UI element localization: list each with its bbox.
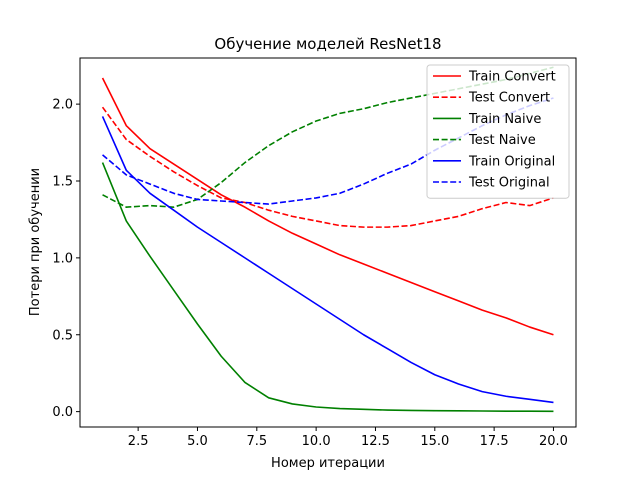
y-tick-label: 0.0 — [52, 405, 73, 420]
x-tick-label: 15.0 — [420, 434, 449, 449]
y-tick-label: 0.5 — [52, 328, 73, 343]
legend-label-test-original: Test Original — [468, 176, 550, 191]
legend-label-train-convert: Train Convert — [468, 70, 556, 85]
legend-label-train-original: Train Original — [468, 154, 555, 169]
y-axis-label: Потери при обучении — [28, 168, 43, 316]
x-tick-label: 12.5 — [361, 434, 390, 449]
x-ticks: 2.5 5.0 7.5 10.0 12.5 15.0 17.5 20.0 — [128, 427, 568, 449]
y-tick-label: 2.0 — [52, 98, 73, 113]
x-tick-label: 20.0 — [539, 434, 568, 449]
legend-box — [426, 64, 570, 199]
series-line-train-naive — [101, 162, 554, 413]
x-tick-label: 5.0 — [187, 434, 208, 449]
series-line-test-convert — [101, 106, 554, 228]
y-tick-label: 1.5 — [52, 175, 73, 190]
legend-label-train-naive: Train Naive — [468, 112, 541, 127]
series-line-train-original — [101, 116, 554, 404]
series-line-test-original — [102, 97, 554, 205]
legend-label-test-convert: Test Convert — [468, 91, 550, 106]
x-axis-label: Номер итерации — [271, 456, 385, 471]
y-ticks: 0.0 0.5 1.0 1.5 2.0 — [52, 98, 80, 420]
legend: Train Convert Test Convert Train Naive Test… — [426, 64, 570, 199]
x-tick-label: 17.5 — [480, 434, 509, 449]
x-tick-label: 10.0 — [302, 434, 331, 449]
y-tick-label: 1.0 — [52, 251, 73, 266]
legend-label-test-naive: Test Naive — [468, 133, 536, 148]
axes-frame — [79, 57, 577, 428]
x-tick-label: 7.5 — [246, 434, 267, 449]
chart-title: Обучение моделей ResNet18 — [214, 35, 441, 53]
x-tick-label: 2.5 — [128, 434, 149, 449]
series-line-train-convert — [101, 77, 554, 336]
